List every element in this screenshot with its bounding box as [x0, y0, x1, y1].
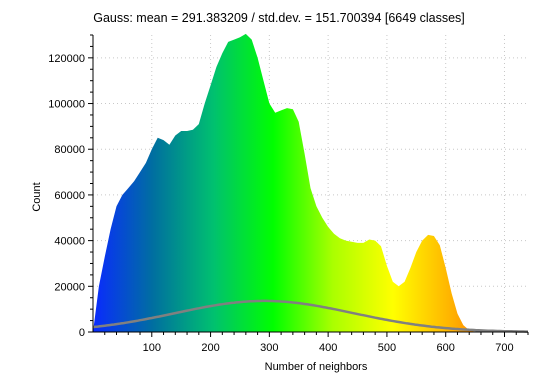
y-tick-label: 0: [79, 327, 85, 339]
gauss-curve: [92, 299, 528, 333]
chart-title: Gauss: mean = 291.383209 / std.dev. = 15…: [93, 11, 465, 25]
y-tick-label: 40000: [54, 236, 85, 248]
histogram-area: [93, 33, 528, 333]
x-tick-label: 100: [143, 342, 161, 354]
y-tick-label: 100000: [48, 99, 85, 111]
x-tick-label: 300: [260, 342, 278, 354]
y-tick-label: 120000: [48, 53, 85, 65]
y-tick-label: 80000: [54, 144, 85, 156]
axes: [88, 34, 529, 337]
y-tick-label: 60000: [54, 190, 85, 202]
x-tick-label: 700: [495, 342, 513, 354]
x-tick-label: 600: [437, 342, 455, 354]
x-axis-title: Number of neighbors: [265, 361, 368, 373]
x-tick-label: 200: [201, 342, 219, 354]
x-tick-labels: 100 200 300 400 500 600 700: [143, 342, 514, 354]
y-tick-label: 20000: [54, 281, 85, 293]
y-tick-labels: 0 20000 40000 60000 80000 100000 120000: [48, 53, 85, 339]
histogram-area-layer: [93, 33, 528, 333]
gauss-curve-layer: [92, 299, 528, 333]
x-tick-label: 500: [378, 342, 396, 354]
x-tick-label: 400: [319, 342, 337, 354]
y-axis-title: Count: [31, 182, 43, 211]
